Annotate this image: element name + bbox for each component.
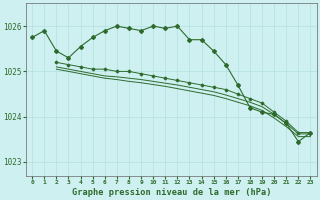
X-axis label: Graphe pression niveau de la mer (hPa): Graphe pression niveau de la mer (hPa)	[72, 188, 271, 197]
